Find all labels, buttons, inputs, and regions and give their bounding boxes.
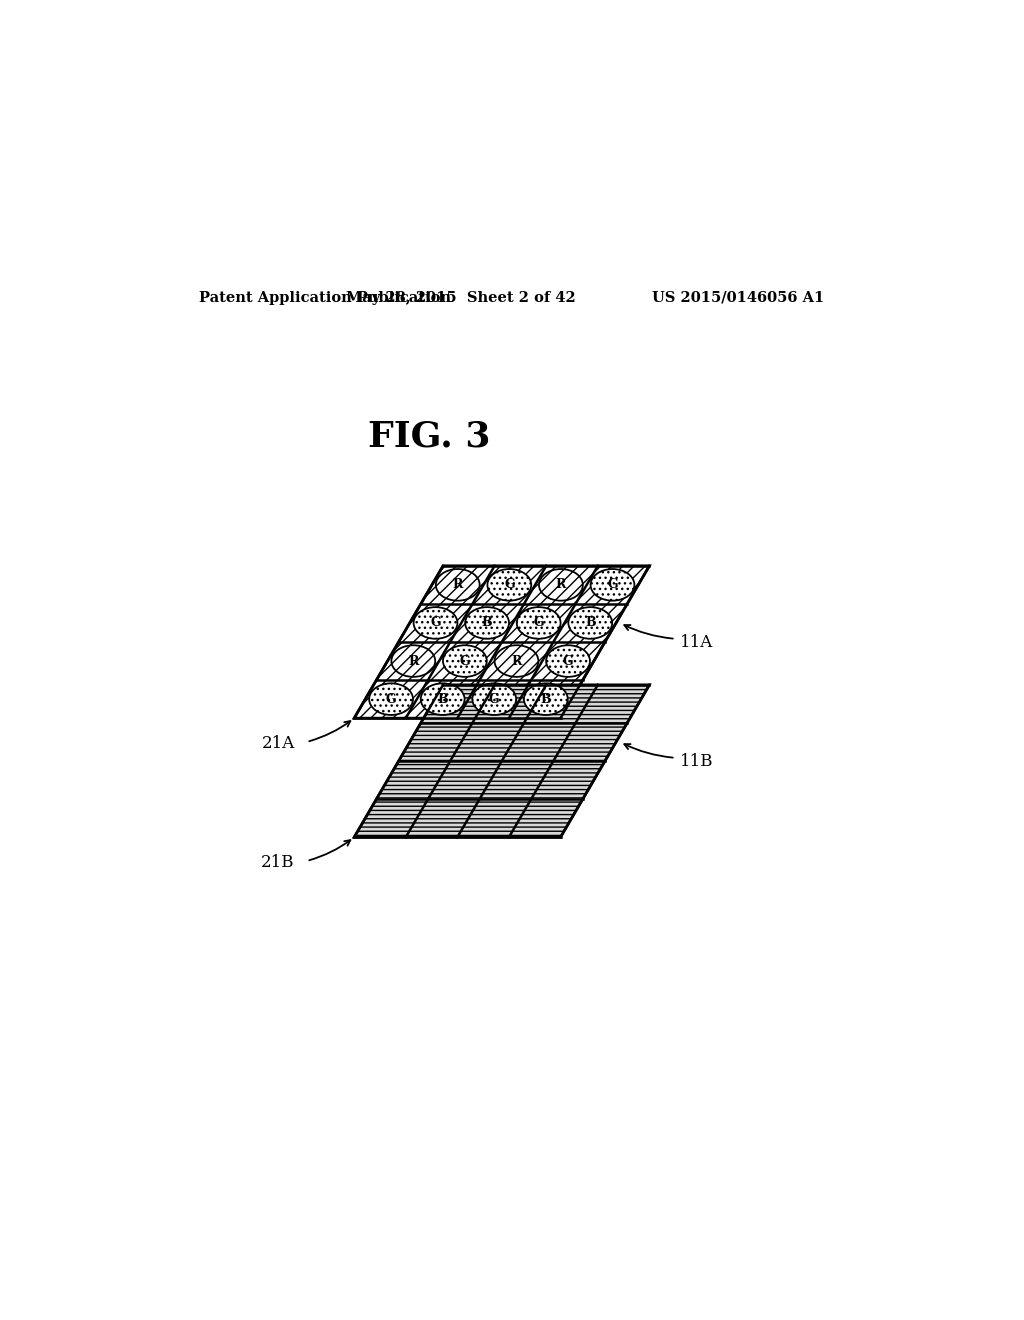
Text: 21B: 21B (261, 854, 295, 871)
Text: G: G (534, 616, 544, 630)
Ellipse shape (443, 645, 486, 677)
Text: R: R (409, 655, 419, 668)
Ellipse shape (517, 607, 560, 639)
Text: 11A: 11A (680, 635, 713, 651)
Text: G: G (607, 578, 617, 591)
Text: B: B (585, 616, 596, 630)
Ellipse shape (414, 607, 458, 639)
Text: G: G (460, 655, 470, 668)
Text: G: G (430, 616, 441, 630)
Text: May 28, 2015  Sheet 2 of 42: May 28, 2015 Sheet 2 of 42 (346, 290, 577, 305)
Text: R: R (511, 655, 521, 668)
Ellipse shape (472, 684, 516, 715)
Ellipse shape (370, 684, 413, 715)
Ellipse shape (591, 569, 635, 601)
Ellipse shape (539, 569, 583, 601)
Ellipse shape (391, 645, 435, 677)
Ellipse shape (568, 607, 612, 639)
Polygon shape (354, 566, 649, 718)
Text: G: G (504, 578, 515, 591)
Text: G: G (488, 693, 500, 706)
Text: B: B (541, 693, 551, 706)
Ellipse shape (436, 569, 479, 601)
Ellipse shape (524, 684, 567, 715)
Ellipse shape (546, 645, 590, 677)
Text: G: G (563, 655, 573, 668)
Ellipse shape (495, 645, 539, 677)
Text: R: R (453, 578, 463, 591)
Ellipse shape (421, 684, 465, 715)
Text: R: R (556, 578, 566, 591)
Ellipse shape (487, 569, 531, 601)
Ellipse shape (465, 607, 509, 639)
Text: G: G (386, 693, 396, 706)
Text: 21A: 21A (261, 735, 295, 752)
Text: FIG. 3: FIG. 3 (369, 420, 490, 454)
Text: B: B (437, 693, 447, 706)
Text: 11B: 11B (680, 754, 713, 771)
Text: US 2015/0146056 A1: US 2015/0146056 A1 (652, 290, 824, 305)
Text: Patent Application Publication: Patent Application Publication (200, 290, 452, 305)
Text: B: B (481, 616, 493, 630)
Polygon shape (354, 685, 649, 837)
